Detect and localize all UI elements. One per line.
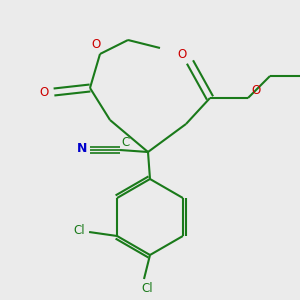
Text: Cl: Cl <box>73 224 85 236</box>
Text: Cl: Cl <box>141 283 153 296</box>
Text: O: O <box>39 85 49 98</box>
Text: N: N <box>77 142 87 154</box>
Text: O: O <box>251 83 261 97</box>
Text: C: C <box>121 136 129 148</box>
Text: O: O <box>177 47 187 61</box>
Text: O: O <box>92 38 100 50</box>
